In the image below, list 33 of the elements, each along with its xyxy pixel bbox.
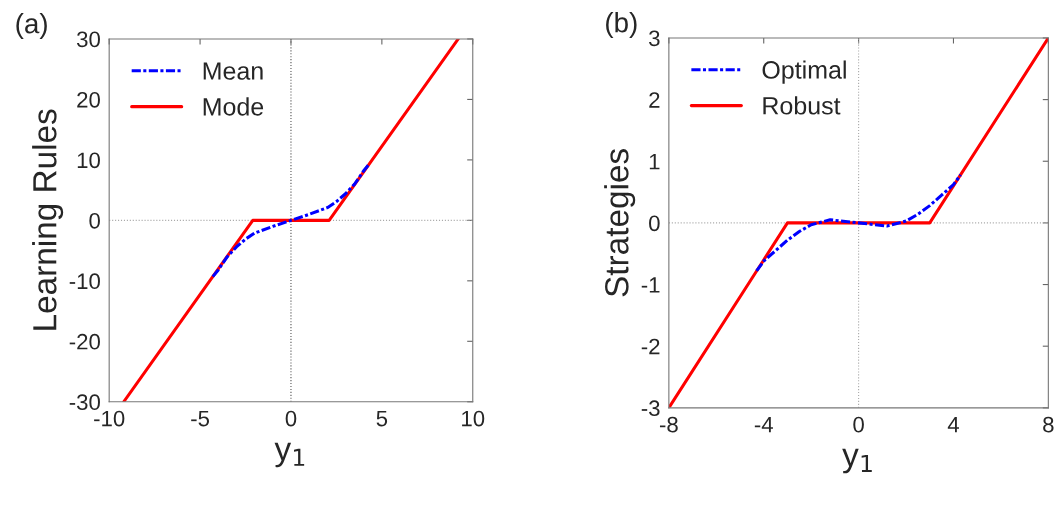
x-tick-label: 5 xyxy=(376,410,388,427)
y-tick-label: 30 xyxy=(76,31,100,48)
x-axis-title: y$_{1}$ xyxy=(842,448,872,474)
y-tick-label: 0 xyxy=(649,215,660,232)
y-tick-label: -20 xyxy=(69,333,100,350)
x-tick-label: 8 xyxy=(1043,416,1054,433)
line-series xyxy=(211,162,371,279)
text: (b) xyxy=(606,12,637,38)
text: (a) xyxy=(16,13,47,39)
x-axis-title: y$_{1}$ xyxy=(274,442,305,468)
x-tick-label: 4 xyxy=(947,416,959,433)
y-tick-label: -30 xyxy=(69,394,100,411)
x-tick-label: 10 xyxy=(462,410,485,427)
y-axis-title: Strategies xyxy=(604,149,636,297)
y-tick-label: 2 xyxy=(649,92,660,108)
x-tick-label: 0 xyxy=(853,416,864,433)
legend-label: Mean xyxy=(203,62,263,80)
x-tick-label: -10 xyxy=(94,410,125,427)
y-tick-label: 3 xyxy=(649,30,660,47)
y-tick-label: 20 xyxy=(77,91,100,108)
y-tick-label: -10 xyxy=(69,273,100,290)
y-tick-label: -1 xyxy=(641,277,660,293)
y-tick-label: -2 xyxy=(641,338,660,355)
x-tick-label: -8 xyxy=(659,416,678,433)
legend-label: Mode xyxy=(203,97,264,116)
x-tick-label: 0 xyxy=(285,410,297,427)
x-tick-label: -4 xyxy=(754,416,773,433)
y-tick-label: -3 xyxy=(641,400,660,417)
y-axis-title: Learning Rules xyxy=(32,109,64,330)
x-tick-label: -5 xyxy=(191,410,210,427)
y-tick-label: 0 xyxy=(89,212,100,229)
y-tick-label: 10 xyxy=(77,152,100,169)
y-tick-label: 1 xyxy=(649,154,660,170)
